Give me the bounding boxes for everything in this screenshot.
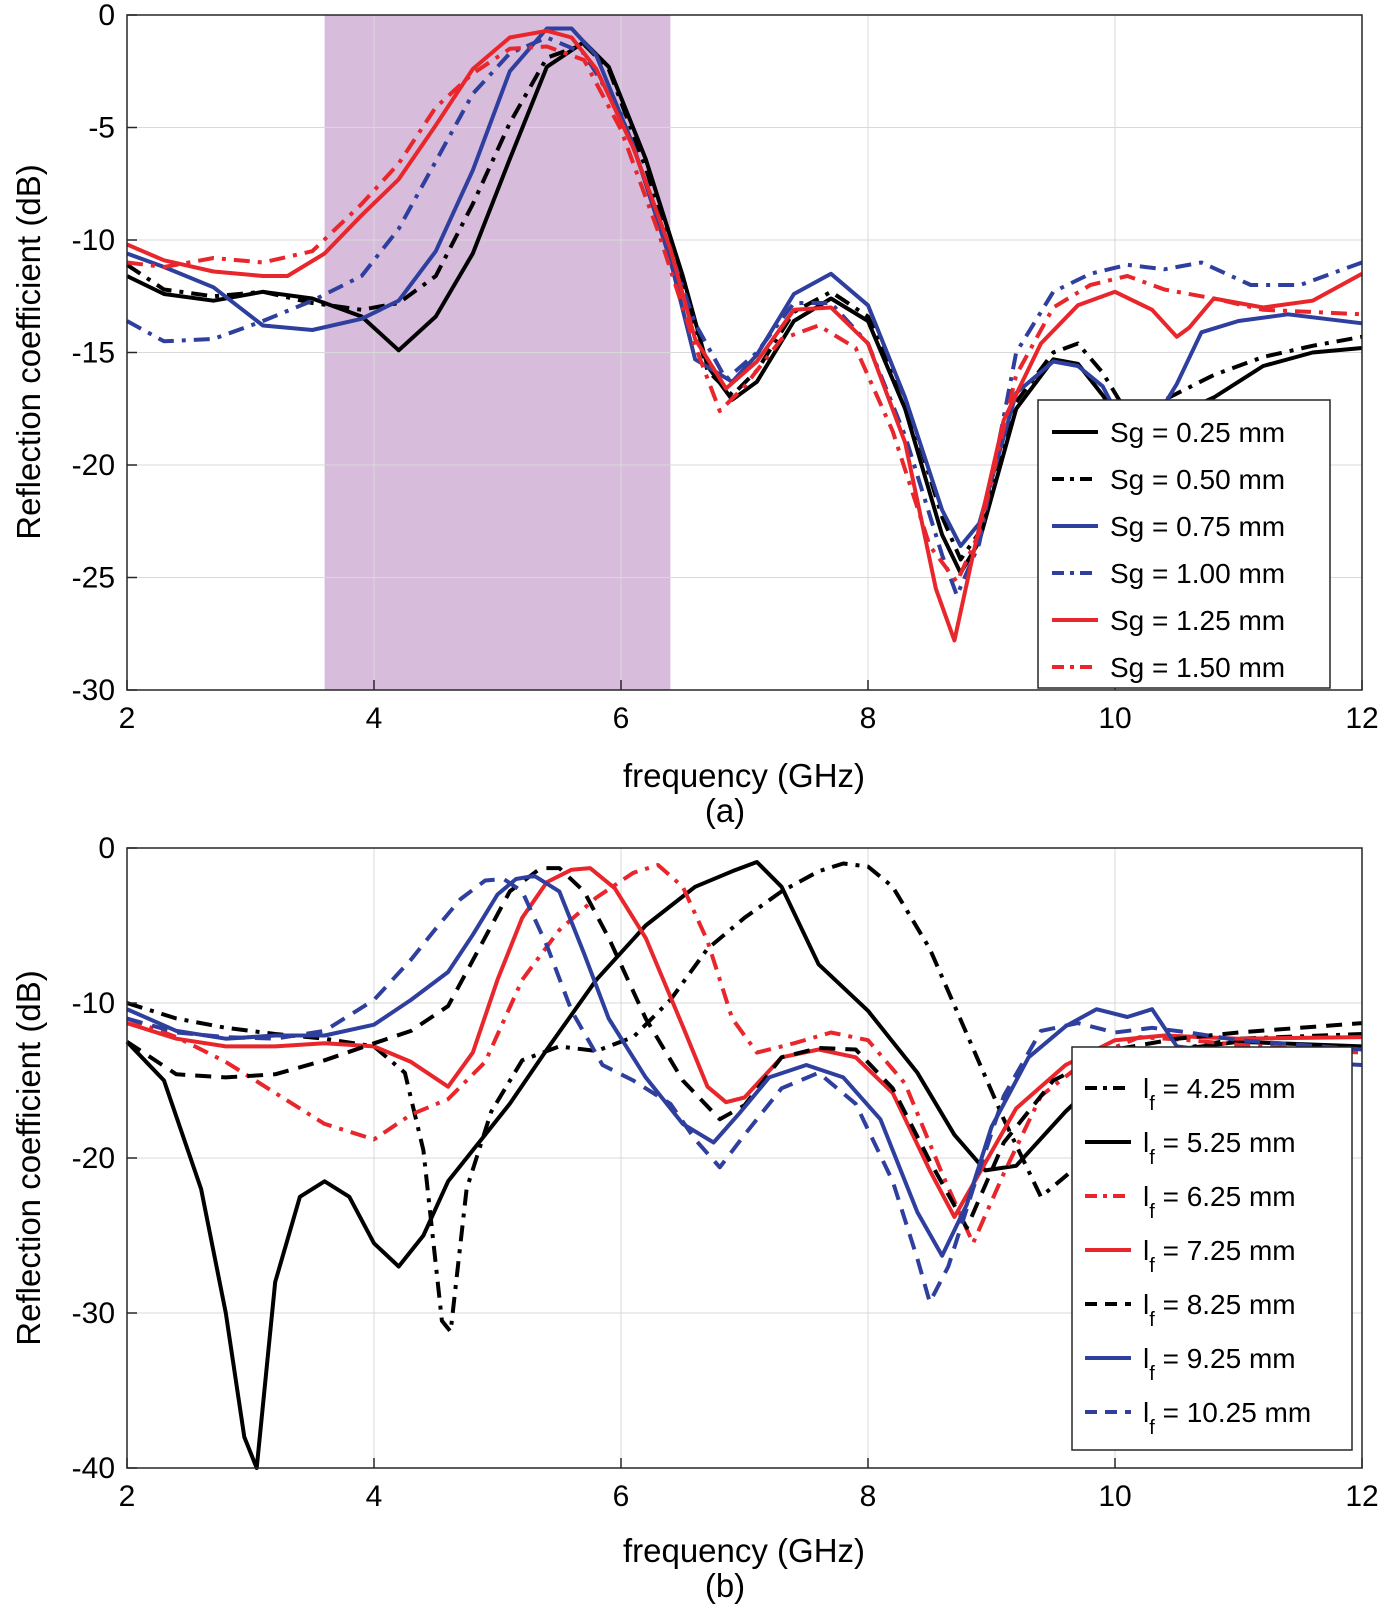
legend-label: lf = 8.25 mm [1143, 1289, 1296, 1331]
legend-label: Sg = 0.25 mm [1110, 417, 1285, 448]
y-tick-label: -40 [72, 1452, 115, 1485]
y-tick-label: -20 [72, 1142, 115, 1175]
legend-label: lf = 7.25 mm [1143, 1235, 1296, 1277]
x-tick-label: 12 [1345, 702, 1378, 735]
chart-a-legend-items: Sg = 0.25 mm Sg = 0.50 mm Sg = 0.75 mm Sg =… [1052, 417, 1285, 683]
y-tick-label: 0 [98, 0, 115, 32]
series-line-a-5 [126, 28, 1363, 643]
legend-label: Sg = 1.25 mm [1110, 605, 1285, 636]
x-tick-label: 8 [860, 702, 877, 735]
series-line-b-2 [125, 860, 1363, 1470]
legend-label: lf = 4.25 mm [1143, 1073, 1296, 1115]
y-tick-label: 0 [98, 832, 115, 865]
chart-a-caption: (a) [705, 792, 745, 829]
x-tick-label: 12 [1345, 1480, 1378, 1513]
x-tick-label: 2 [119, 1480, 136, 1513]
chart-a-x-axis-label: frequency (GHz) [623, 757, 865, 794]
chart-a-legend-box [1037, 399, 1331, 689]
legend-label: lf = 6.25 mm [1143, 1181, 1296, 1223]
legend-label: Sg = 0.50 mm [1110, 464, 1285, 495]
chart-a-y-axis-label: Reflection coefficient (dB) [10, 164, 47, 539]
chart-a: 2 4 6 8 10 12 0 -5 -10 -15 -20 -25 -30 frequency (G… [10, 0, 1379, 829]
chart-a-y-ticks: 0 -5 -10 -15 -20 -25 -30 [72, 0, 137, 707]
chart-b-caption: (b) [705, 1567, 745, 1604]
x-tick-label: 8 [860, 1480, 877, 1513]
x-tick-label: 2 [119, 702, 136, 735]
chart-b-legend-items: lf = 4.25 mm lf = 5.25 mm lf = 6.25 mm lf =… [1085, 1073, 1311, 1439]
x-tick-label: 10 [1098, 702, 1131, 735]
series-line-b-7 [126, 877, 1363, 1305]
y-tick-label: -20 [72, 449, 115, 482]
series-line-b-4 [126, 866, 1363, 1219]
y-tick-label: -15 [72, 337, 115, 370]
y-tick-label: -25 [72, 562, 115, 595]
y-tick-label: -30 [72, 1297, 115, 1330]
chart-b-x-ticks: 2 4 6 8 10 12 [119, 1458, 1379, 1513]
chart-b-y-axis-label: Reflection coefficient (dB) [10, 970, 47, 1345]
x-tick-label: 6 [613, 702, 630, 735]
legend-label: lf = 10.25 mm [1143, 1397, 1311, 1439]
y-tick-label: -10 [72, 224, 115, 257]
chart-b: 2 4 6 8 10 12 0 -10 -20 -30 -40 frequency (GHz) R… [10, 832, 1379, 1604]
x-tick-label: 4 [366, 702, 383, 735]
x-tick-label: 6 [613, 1480, 630, 1513]
chart-b-y-ticks: 0 -10 -20 -30 -40 [72, 832, 137, 1485]
x-tick-label: 10 [1098, 1480, 1131, 1513]
y-tick-label: -10 [72, 987, 115, 1020]
chart-a-legend: Sg = 0.25 mm Sg = 0.50 mm Sg = 0.75 mm Sg =… [1037, 399, 1331, 689]
y-tick-label: -30 [72, 674, 115, 707]
series-line-a-4 [126, 35, 1363, 598]
legend-label: Sg = 1.50 mm [1110, 652, 1285, 683]
series-line-a-6 [126, 44, 1363, 584]
legend-label: lf = 9.25 mm [1143, 1343, 1296, 1385]
legend-label: Sg = 1.00 mm [1110, 558, 1285, 589]
chart-a-x-ticks: 2 4 6 8 10 12 [119, 680, 1379, 735]
legend-label: lf = 5.25 mm [1143, 1127, 1296, 1169]
series-line-b-6 [126, 873, 1363, 1258]
legend-label: Sg = 0.75 mm [1110, 511, 1285, 542]
chart-b-series-group [125, 860, 1363, 1470]
x-tick-label: 4 [366, 1480, 383, 1513]
chart-b-x-axis-label: frequency (GHz) [623, 1532, 865, 1569]
chart-b-legend: lf = 4.25 mm lf = 5.25 mm lf = 6.25 mm lf =… [1071, 1046, 1353, 1451]
y-tick-label: -5 [88, 112, 115, 145]
